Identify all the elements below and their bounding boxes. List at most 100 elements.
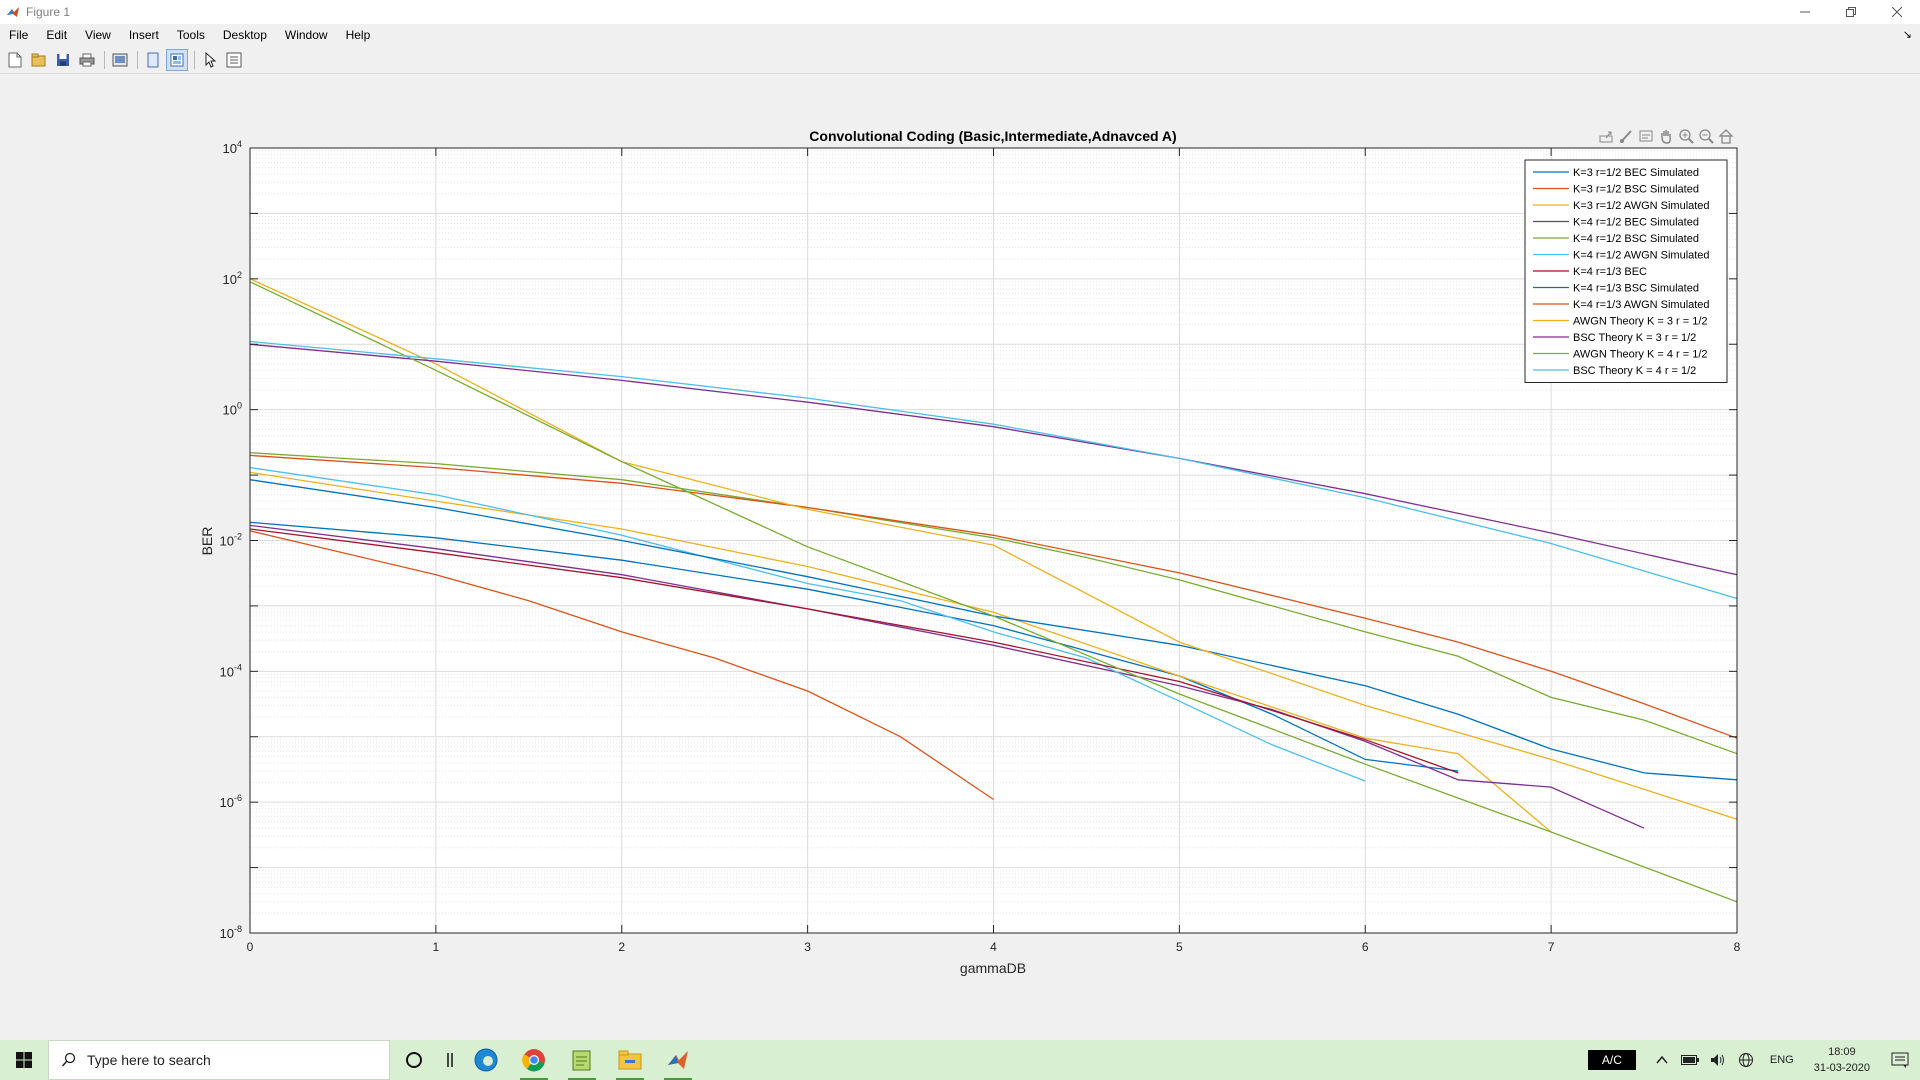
search-icon <box>61 1052 76 1067</box>
x-tick-labels: 0 1 2 3 4 5 6 7 8 <box>247 940 1741 954</box>
minimize-icon <box>1800 11 1810 13</box>
matlab-app-icon <box>668 1051 688 1069</box>
menu-insert[interactable]: Insert <box>128 28 159 42</box>
taskbar-chrome[interactable] <box>510 1040 558 1080</box>
legend-label: K=4 r=1/2 AWGN Simulated <box>1573 250 1710 262</box>
cortana-button[interactable] <box>390 1040 438 1080</box>
plot-lines <box>249 278 1738 903</box>
legend-label: K=4 r=1/3 AWGN Simulated <box>1573 299 1710 311</box>
y-tick-label: 104 <box>223 139 242 156</box>
x-tick-label: 2 <box>618 940 625 954</box>
x-tick-label: 8 <box>1734 940 1741 954</box>
globe-icon <box>1738 1053 1753 1067</box>
data-tips-icon[interactable] <box>1639 130 1653 142</box>
battery-button[interactable] <box>1679 1049 1701 1071</box>
new-figure-icon <box>8 52 22 67</box>
taskbar-file-explorer[interactable] <box>606 1040 654 1080</box>
action-center-button[interactable] <box>1880 1040 1920 1080</box>
series-line-7 <box>249 528 1459 774</box>
clock[interactable]: 18:09 31-03-2020 <box>1814 1044 1870 1076</box>
taskbar-search-box[interactable]: Type here to search <box>48 1040 390 1080</box>
pan-icon[interactable] <box>1661 130 1671 144</box>
speaker-icon <box>1710 1054 1724 1066</box>
ac-status-badge[interactable]: A/C <box>1587 1050 1636 1070</box>
menu-view[interactable]: View <box>85 28 111 42</box>
hide-plot-tools-button[interactable] <box>142 49 164 71</box>
new-figure-button[interactable] <box>4 49 26 71</box>
network-button[interactable] <box>1735 1049 1757 1071</box>
battery-icon <box>1680 1055 1699 1065</box>
legend-label: K=3 r=1/2 BEC Simulated <box>1573 167 1699 179</box>
dock-figure-icon[interactable]: ↘ <box>1902 29 1912 41</box>
legend-label: BSC Theory K = 3 r = 1/2 <box>1573 332 1696 344</box>
file-explorer-icon <box>618 1050 642 1070</box>
link-plot-icon <box>112 53 128 66</box>
legend[interactable]: K=3 r=1/2 BEC Simulated K=3 r=1/2 BSC Sim… <box>1524 159 1728 383</box>
active-app-indicator <box>520 1078 548 1080</box>
menu-help[interactable]: Help <box>345 28 371 42</box>
menu-desktop[interactable]: Desktop <box>222 28 267 42</box>
edit-plot-button[interactable] <box>199 49 221 71</box>
input-language[interactable]: ENG <box>1769 1054 1794 1066</box>
task-view-button[interactable] <box>438 1040 462 1080</box>
show-plot-tools-button[interactable] <box>166 48 188 71</box>
cortana-icon <box>406 1052 422 1068</box>
taskbar-edge[interactable] <box>462 1040 510 1080</box>
volume-button[interactable] <box>1707 1049 1729 1071</box>
toolbar-separator <box>137 50 138 69</box>
menu-window[interactable]: Window <box>284 28 328 42</box>
x-tick-label: 7 <box>1548 940 1555 954</box>
series-line-11 <box>249 343 1738 576</box>
toolbar-separator <box>194 50 195 69</box>
property-inspector-button[interactable] <box>223 49 245 71</box>
figure-toolbar <box>0 46 1920 74</box>
menu-edit[interactable]: Edit <box>46 28 68 42</box>
menu-file[interactable]: File <box>9 28 29 42</box>
close-button[interactable] <box>1874 0 1920 24</box>
y-tick-label: 10-6 <box>220 793 242 810</box>
taskbar-notepad[interactable] <box>558 1040 606 1080</box>
minimize-button[interactable] <box>1782 0 1828 24</box>
restore-icon <box>1846 7 1856 17</box>
menu-bar: File Edit View Insert Tools Desktop Wind… <box>0 24 1920 46</box>
axes-toolbar <box>1599 129 1734 144</box>
home-icon[interactable] <box>1718 129 1734 144</box>
series-line-2 <box>249 530 994 801</box>
series-line-10 <box>249 278 1738 820</box>
start-button[interactable] <box>0 1040 48 1080</box>
menu-tools[interactable]: Tools <box>176 28 205 42</box>
notepad-icon <box>572 1050 591 1071</box>
x-axis-label: gammaDB <box>960 960 1026 976</box>
task-view-icon <box>447 1053 453 1067</box>
print-button[interactable] <box>76 49 98 71</box>
export-icon[interactable] <box>1599 131 1613 143</box>
chrome-browser-icon <box>522 1049 545 1072</box>
show-plot-tools-icon <box>170 53 184 66</box>
show-hidden-icons-button[interactable] <box>1651 1049 1673 1071</box>
save-button[interactable] <box>52 49 74 71</box>
x-tick-label: 5 <box>1176 940 1183 954</box>
windows-logo-icon <box>16 1052 32 1068</box>
hide-plot-tools-icon <box>147 52 159 67</box>
series-line-5 <box>249 452 1738 755</box>
restore-button[interactable] <box>1828 0 1874 24</box>
link-plot-button[interactable] <box>109 49 131 71</box>
legend-label: K=3 r=1/2 BSC Simulated <box>1573 184 1699 196</box>
series-line-12 <box>249 281 1738 903</box>
axis-ticks <box>249 147 1738 934</box>
matlab-logo-icon <box>7 7 19 17</box>
brush-icon[interactable] <box>1620 130 1632 143</box>
legend-label: K=4 r=1/2 BSC Simulated <box>1573 233 1699 245</box>
y-tick-label: 10-8 <box>220 924 242 941</box>
search-placeholder: Type here to search <box>87 1052 211 1068</box>
notification-icon <box>1891 1052 1909 1068</box>
zoom-in-icon[interactable] <box>1679 129 1694 144</box>
plot-svg: 0 1 2 3 4 5 6 7 8 10-8 10-6 10-4 10-2 100 102 104 Conv… <box>199 128 1741 976</box>
zoom-out-icon[interactable] <box>1699 129 1714 144</box>
open-file-button[interactable] <box>28 49 50 71</box>
legend-label: K=3 r=1/2 AWGN Simulated <box>1573 200 1710 212</box>
chart-title: Convolutional Coding (Basic,Intermediate… <box>809 128 1176 144</box>
taskbar-matlab[interactable] <box>654 1040 702 1080</box>
x-tick-label: 6 <box>1362 940 1369 954</box>
series-line-13 <box>249 340 1738 600</box>
